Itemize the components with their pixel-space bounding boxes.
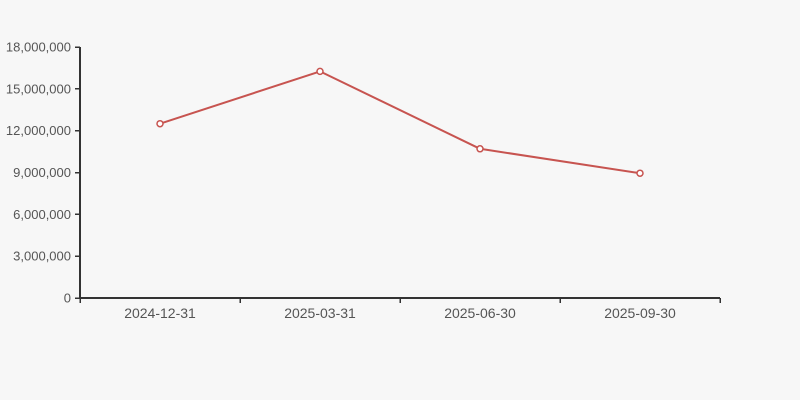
y-tick-label: 3,000,000: [13, 249, 71, 264]
y-tick-label: 0: [64, 291, 71, 306]
y-tick-label: 12,000,000: [6, 123, 71, 138]
x-tick-label: 2025-09-30: [604, 305, 676, 321]
data-line: [159, 70, 641, 175]
y-tick-label: 6,000,000: [13, 207, 71, 222]
y-tick-label: 9,000,000: [13, 165, 71, 180]
data-point-marker[interactable]: [476, 145, 484, 153]
data-point-marker[interactable]: [636, 169, 644, 177]
x-tick-label: 2025-03-31: [284, 305, 356, 321]
data-point-marker[interactable]: [156, 119, 164, 128]
x-tick-label: 2024-12-31: [124, 305, 196, 321]
y-tick-label: 18,000,000: [6, 40, 71, 55]
data-point-marker[interactable]: [316, 67, 324, 76]
y-tick-label: 15,000,000: [6, 81, 71, 96]
x-tick-label: 2025-06-30: [444, 305, 516, 321]
